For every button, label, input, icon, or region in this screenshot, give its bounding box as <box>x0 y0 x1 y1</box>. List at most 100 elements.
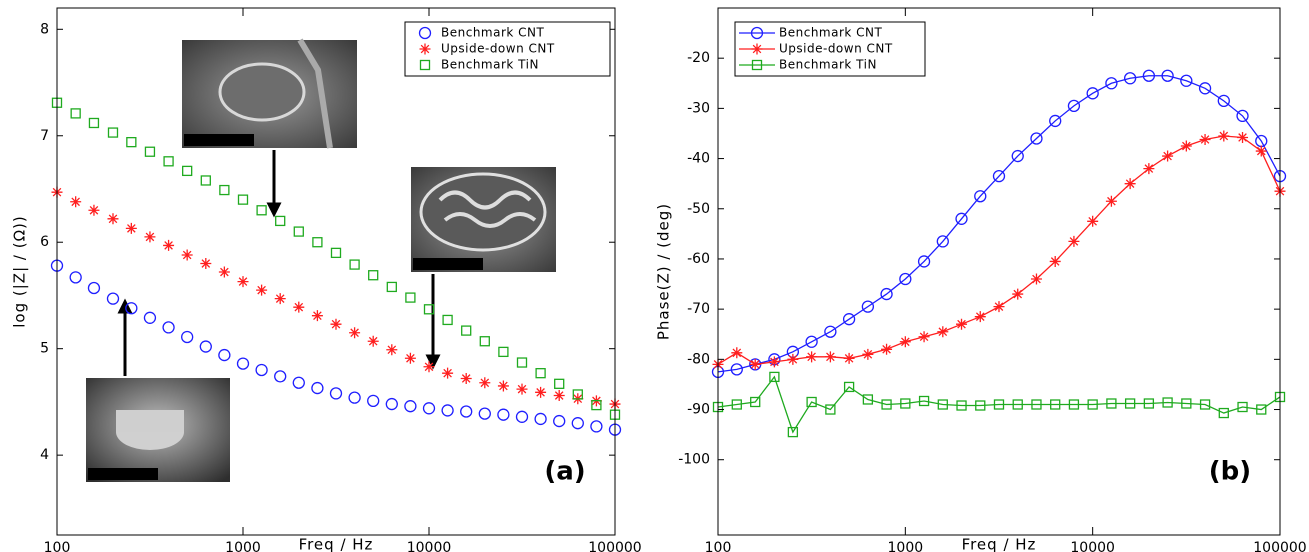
marker <box>1067 99 1081 113</box>
marker <box>880 287 893 301</box>
marker <box>330 247 342 259</box>
marker <box>1049 114 1062 128</box>
y-axis-label: Phase(Z) / (deg) <box>655 203 673 340</box>
x-tick-label: 10000 <box>407 540 452 552</box>
marker <box>1180 74 1193 87</box>
y-tick-label: -80 <box>687 351 710 367</box>
marker <box>144 146 156 157</box>
marker <box>534 412 547 426</box>
marker <box>881 399 892 410</box>
marker <box>975 400 986 411</box>
marker <box>1218 130 1230 142</box>
marker <box>163 156 174 167</box>
marker <box>497 408 510 421</box>
marker <box>367 335 379 347</box>
marker <box>1162 150 1174 162</box>
marker <box>368 270 379 281</box>
marker <box>1143 398 1155 409</box>
marker <box>1030 273 1042 285</box>
marker <box>572 389 583 400</box>
marker <box>70 108 81 119</box>
marker <box>553 414 566 428</box>
marker <box>441 404 454 417</box>
marker <box>143 311 157 324</box>
legend-marker <box>751 43 763 55</box>
legend-text: Benchmark TiN <box>441 58 539 72</box>
marker <box>479 377 491 389</box>
marker <box>1105 77 1118 90</box>
marker <box>1255 145 1267 157</box>
marker <box>311 310 323 322</box>
marker <box>126 136 137 148</box>
marker <box>1124 398 1136 409</box>
marker <box>442 314 453 326</box>
marker <box>329 387 343 400</box>
sem-feature <box>438 190 537 228</box>
y-axis-label: log (|Z| / (Ω)) <box>11 215 29 327</box>
marker <box>125 222 137 234</box>
marker <box>237 276 249 288</box>
marker <box>255 363 268 377</box>
plot-frame <box>56 7 616 536</box>
y-tick-label: 8 <box>40 21 49 37</box>
marker <box>144 231 156 243</box>
legend-text: Upside-down CNT <box>779 42 893 56</box>
marker <box>1236 109 1249 123</box>
marker <box>516 383 528 395</box>
marker <box>899 272 912 286</box>
marker <box>88 117 100 129</box>
series-line <box>717 375 1281 434</box>
marker <box>571 417 584 430</box>
marker <box>750 396 761 408</box>
marker <box>1105 195 1117 207</box>
marker <box>1237 131 1249 143</box>
marker <box>219 184 230 196</box>
marker <box>404 352 416 364</box>
sem-caption <box>88 468 158 480</box>
marker <box>423 304 435 315</box>
marker <box>348 391 361 404</box>
marker <box>256 284 268 296</box>
legend-text: Benchmark TiN <box>779 58 877 72</box>
marker <box>993 301 1005 313</box>
marker <box>423 361 435 373</box>
marker <box>237 194 249 205</box>
marker <box>936 235 949 248</box>
marker <box>106 292 120 305</box>
marker <box>535 368 546 379</box>
marker <box>461 325 472 336</box>
x-tick-label: 100 <box>44 540 71 552</box>
marker <box>806 351 818 363</box>
y-tick-label: 4 <box>40 447 49 463</box>
marker <box>1012 288 1024 300</box>
panel-label: (a) <box>544 457 585 487</box>
y-tick-label: -90 <box>687 402 710 418</box>
marker <box>293 301 305 313</box>
sem-feature <box>297 38 333 149</box>
sem-feature <box>419 172 547 252</box>
x-axis-label: Freq / Hz <box>962 536 1037 552</box>
marker <box>993 399 1005 410</box>
marker <box>535 386 547 398</box>
marker <box>349 327 361 339</box>
legend-marker <box>750 26 764 40</box>
marker <box>422 402 436 415</box>
marker <box>1199 133 1211 145</box>
marker <box>442 367 454 379</box>
marker <box>992 169 1006 183</box>
sem-feature <box>116 410 184 432</box>
y-tick-label: -100 <box>678 452 710 468</box>
marker <box>1012 399 1023 410</box>
legend-marker <box>751 59 763 71</box>
marker <box>405 292 416 303</box>
sem-feature <box>218 62 306 122</box>
arrows <box>117 150 441 376</box>
marker <box>1218 407 1229 419</box>
marker <box>974 190 987 203</box>
marker <box>787 426 799 438</box>
marker <box>311 381 324 395</box>
marker <box>1217 94 1230 108</box>
marker <box>275 215 286 227</box>
marker <box>1237 401 1248 413</box>
